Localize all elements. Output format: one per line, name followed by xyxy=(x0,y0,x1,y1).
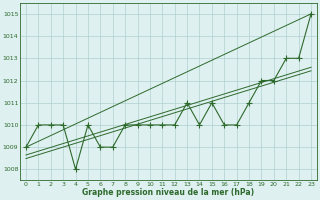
X-axis label: Graphe pression niveau de la mer (hPa): Graphe pression niveau de la mer (hPa) xyxy=(83,188,255,197)
